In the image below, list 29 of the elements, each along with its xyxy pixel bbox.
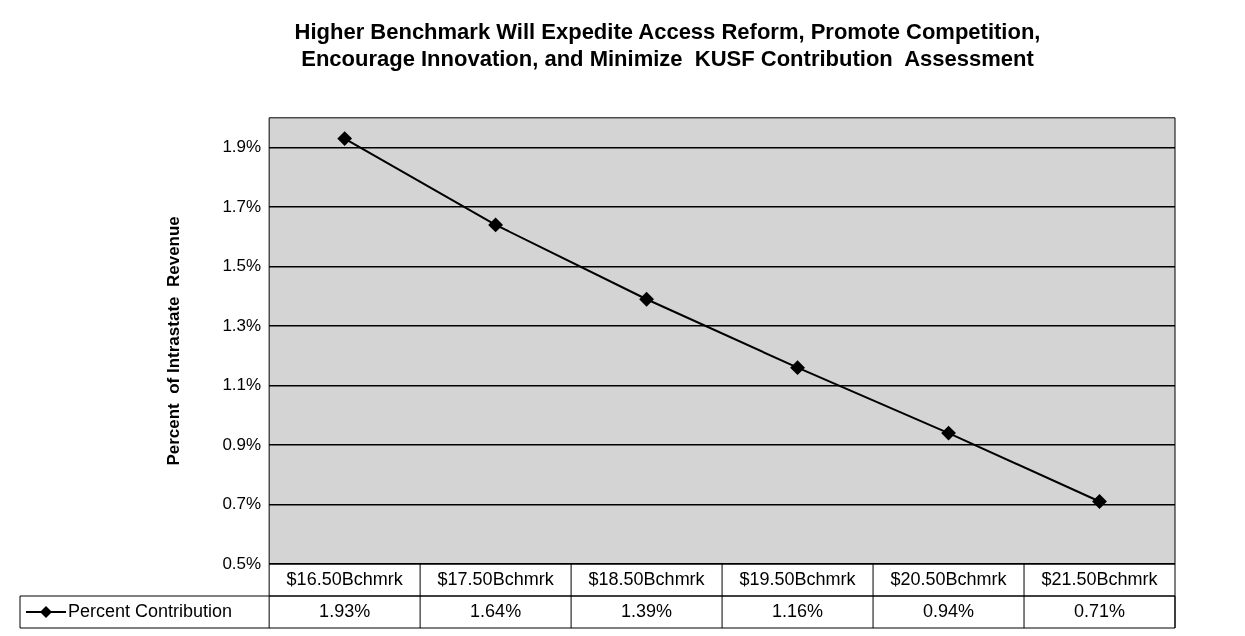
- point: [790, 360, 805, 375]
- y-tick-label: 1.3%: [222, 315, 262, 335]
- point: [941, 426, 956, 441]
- point: [337, 131, 352, 146]
- y-tick-label: 0.9%: [222, 434, 262, 454]
- data-label: 1.16%: [772, 600, 824, 621]
- x-tick-label: $16.50Bchmrk: [286, 568, 404, 589]
- point: [1092, 494, 1107, 509]
- y-tick-label: 1.1%: [222, 375, 262, 395]
- y-tick-label: 1.5%: [222, 256, 262, 276]
- x-tick-label: $18.50Bchmrk: [588, 568, 706, 589]
- x-tick-label: $17.50Bchmrk: [437, 568, 555, 589]
- y-axis-title: Percent of Intrastate Revenue: [163, 216, 183, 466]
- legend-label: Percent Contribution: [68, 600, 233, 621]
- data-label: 1.39%: [621, 600, 673, 621]
- data-label: 1.64%: [470, 600, 522, 621]
- data-label: 0.71%: [1073, 600, 1126, 621]
- y-tick-label: 1.9%: [222, 137, 262, 157]
- y-tick-label: 0.7%: [222, 494, 262, 514]
- point: [639, 292, 654, 307]
- y-tick-label: 1.7%: [222, 196, 262, 216]
- data-label: 1.93%: [319, 600, 371, 621]
- x-tick-label: $21.50Bchmrk: [1041, 568, 1159, 589]
- x-tick-label: $19.50Bchmrk: [739, 568, 857, 589]
- x-tick-label: $20.50Bchmrk: [890, 568, 1008, 589]
- data-label: 0.94%: [923, 600, 975, 621]
- point: [488, 217, 503, 232]
- y-tick-label: 0.5%: [222, 553, 262, 573]
- chart-title: Higher Benchmark Will Expedite Access Reform, Promote Competition, Encourage Innovation, and Minimize KUSF Contribution Assessment: [294, 19, 1041, 71]
